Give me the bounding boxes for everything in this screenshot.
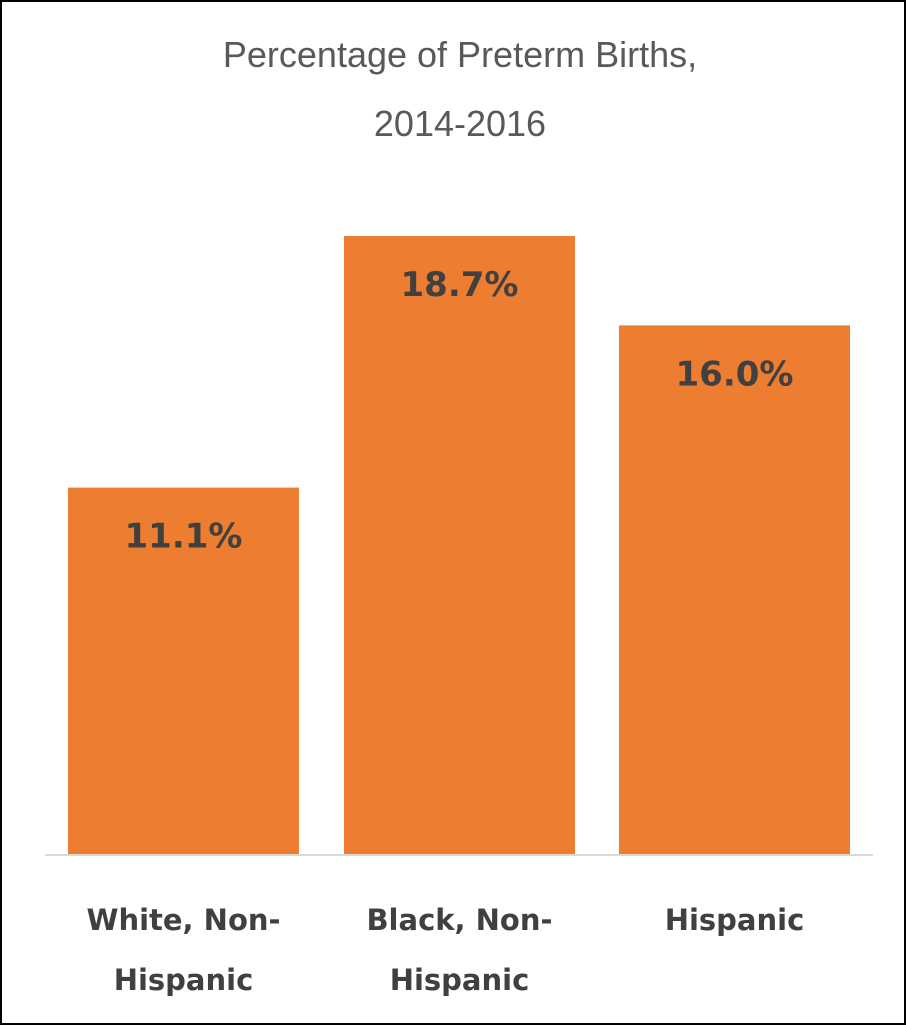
data-label-3: 16.0%: [676, 354, 794, 394]
x-tick-label-1-line-2: Hispanic: [114, 963, 254, 997]
x-tick-label-1-line-1: White, Non-: [86, 903, 280, 937]
data-label-1: 11.1%: [125, 517, 243, 557]
bar-2: [344, 236, 575, 855]
value-labels-layer: 11.1% 18.7% 16.0%: [125, 265, 794, 557]
x-tick-label-2-line-1: Black, Non-: [366, 903, 552, 937]
chart-title-line-1: Percentage of Preterm Births,: [223, 34, 697, 75]
category-labels-layer: White, Non- Hispanic Black, Non- Hispanic Hi…: [86, 903, 804, 997]
bars-layer: [68, 236, 850, 855]
x-tick-label-3-line-1: Hispanic: [665, 903, 805, 937]
x-tick-label-2-line-2: Hispanic: [390, 963, 530, 997]
chart-title-line-2: 2014-2016: [374, 103, 546, 144]
bar-3: [619, 325, 850, 855]
data-label-2: 18.7%: [401, 265, 519, 305]
bar-1: [68, 487, 299, 855]
